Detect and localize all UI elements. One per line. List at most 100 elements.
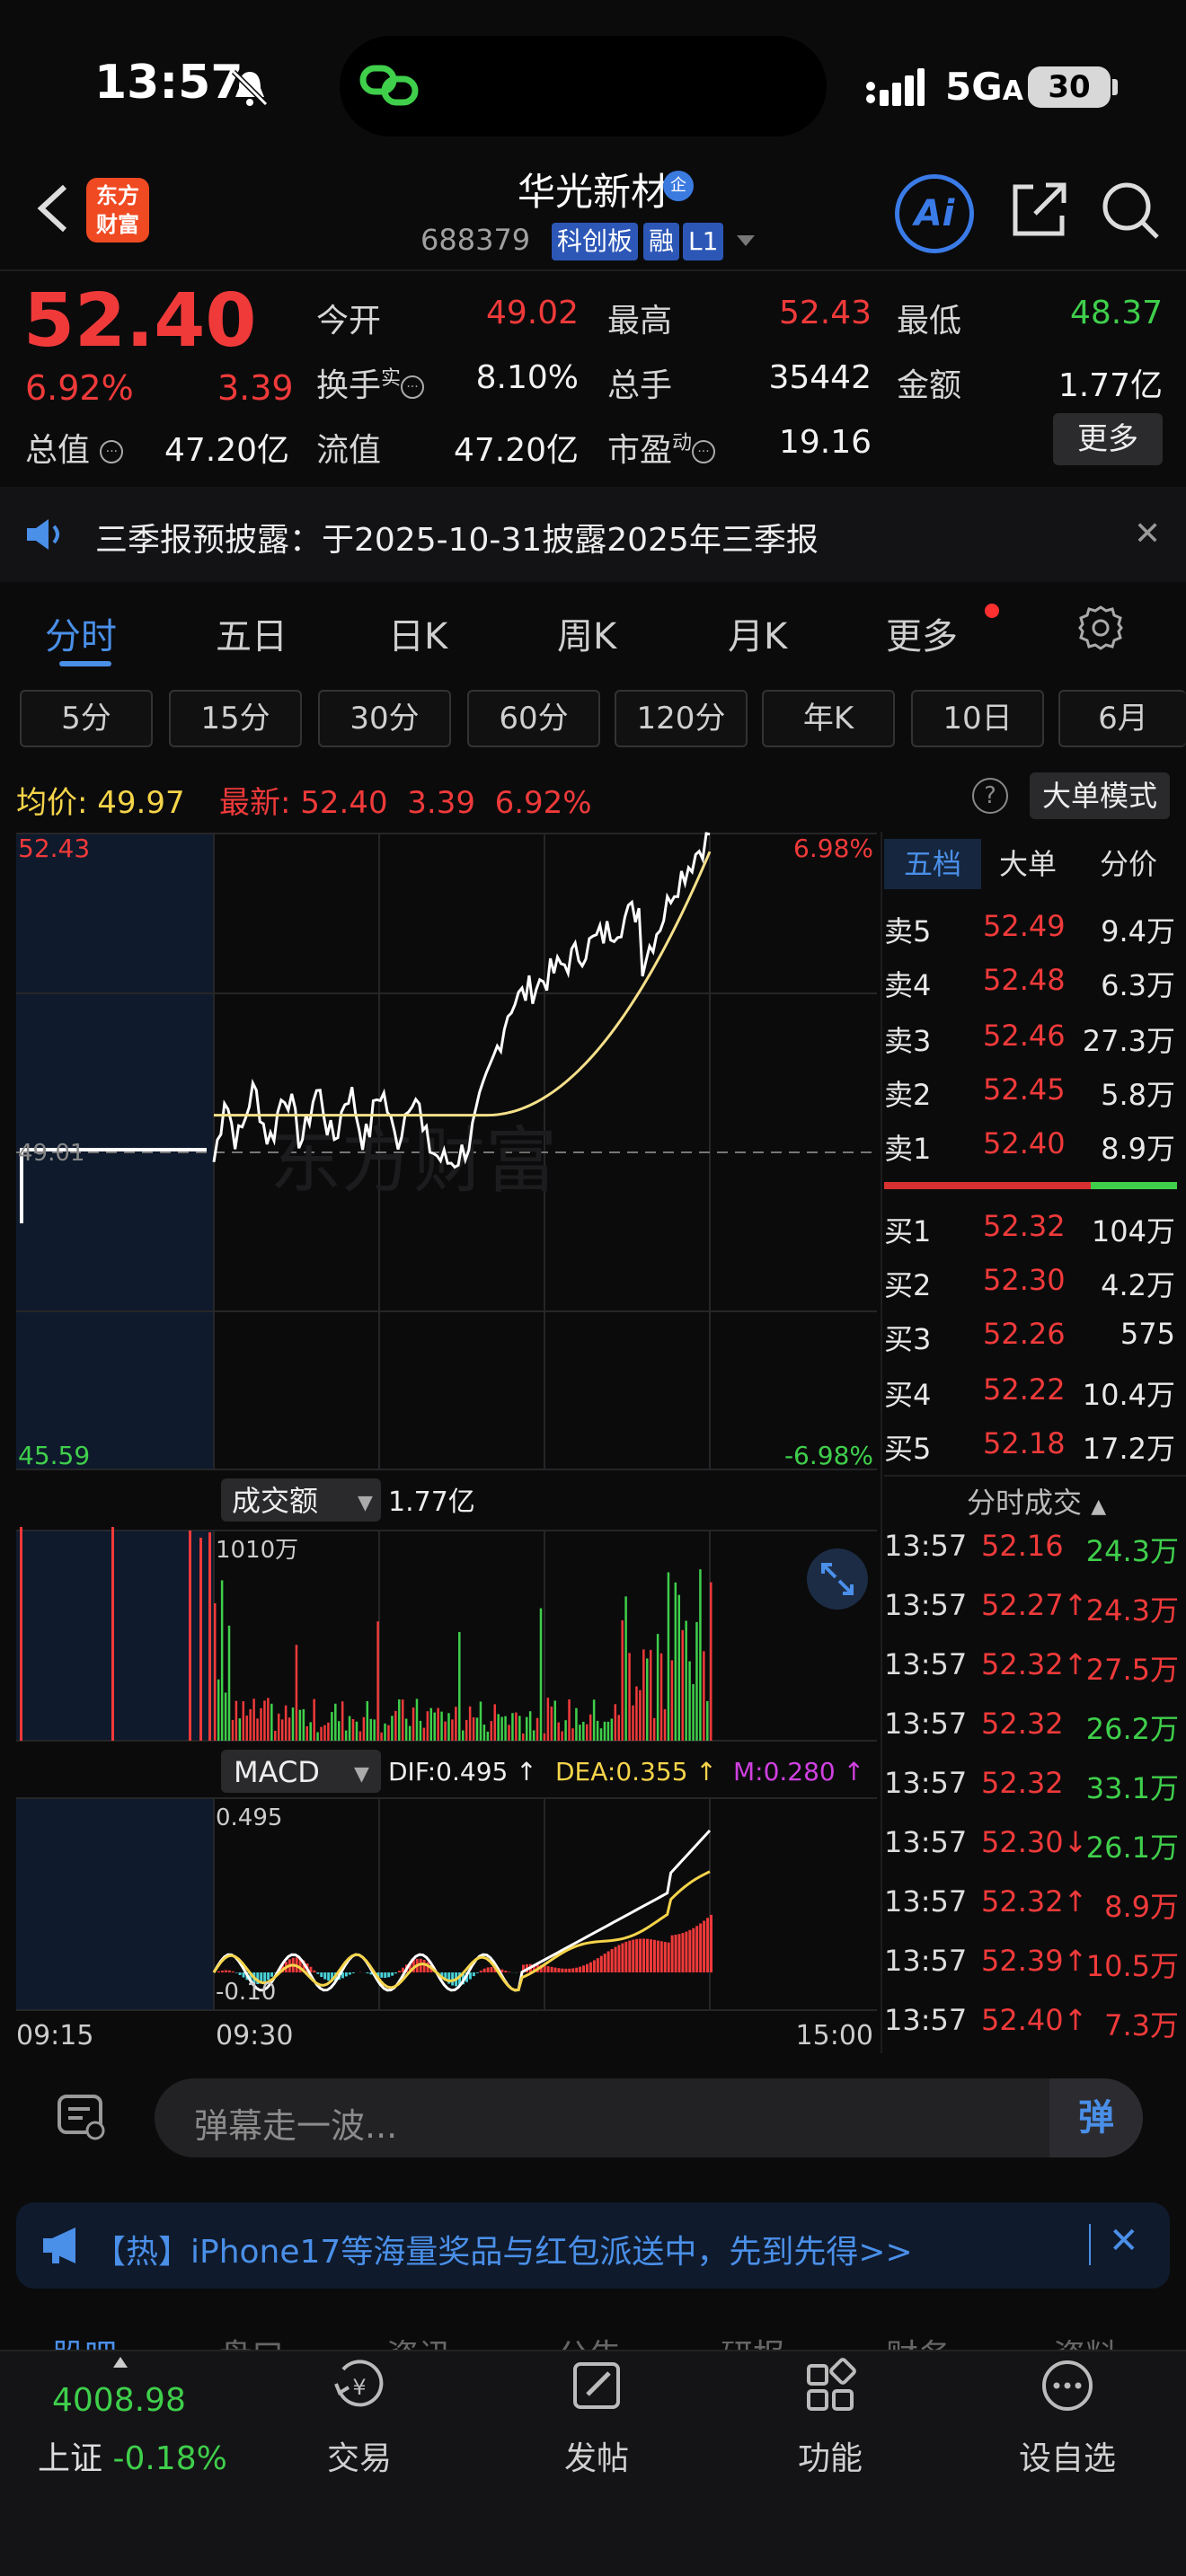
notice-bar[interactable]	[0, 487, 1186, 582]
volume-bar	[462, 1730, 465, 1741]
volume-bar	[695, 1621, 698, 1741]
tick-row: 13:57 52.40↑ 7.3万	[884, 2003, 1186, 2042]
tick-time: 13:57	[884, 1588, 968, 1622]
orderbook-tab-big[interactable]: 大单	[999, 847, 1058, 881]
code-dropdown-icon[interactable]	[737, 235, 755, 246]
functions-icon[interactable]	[801, 2357, 859, 2414]
volume-bar	[575, 1707, 578, 1741]
macd-bar	[667, 1942, 670, 1972]
volume-bar	[596, 1720, 599, 1741]
volume-bar	[426, 1711, 429, 1741]
nav-post[interactable]: 发帖	[563, 2440, 629, 2477]
comment-settings-icon[interactable]	[54, 2089, 110, 2145]
volume-bar	[334, 1703, 337, 1741]
macd-bar	[302, 1960, 305, 1972]
nav-functions[interactable]: 功能	[797, 2440, 863, 2477]
pre-market-line	[20, 1148, 207, 1223]
index-name-pct[interactable]: 上证 -0.18%	[38, 2440, 227, 2477]
macd-bar	[238, 1972, 242, 1975]
period-5m[interactable]: 5分	[20, 690, 153, 747]
add-watchlist-icon[interactable]	[1039, 2357, 1096, 2414]
ask-volume: 5.8万	[1101, 1078, 1175, 1112]
period-60m[interactable]: 60分	[467, 690, 600, 747]
intraday-chart[interactable]: 东方财富 52.43 45.59 6.98% -6.98% 49.01 成交额 …	[0, 832, 881, 2053]
trade-icon[interactable]: ¥	[331, 2357, 388, 2414]
volume-bar	[267, 1698, 270, 1741]
tag-level1: L1	[683, 223, 724, 260]
volume-bar	[685, 1620, 687, 1741]
more-quote-button[interactable]: 更多	[1053, 413, 1163, 465]
volume-bar	[475, 1717, 479, 1741]
macd-top: 0.495	[216, 1804, 282, 1831]
red-dot-badge	[985, 604, 999, 618]
macd-bar	[235, 1972, 238, 1973]
network-label: 5GA	[945, 65, 1023, 109]
index-value[interactable]: 4008.98	[52, 2382, 186, 2419]
search-icon[interactable]	[1098, 178, 1163, 243]
macd-bar	[408, 1962, 412, 1972]
nav-add-watchlist[interactable]: 设自选	[1018, 2440, 1116, 2477]
volume-bar	[401, 1699, 404, 1741]
period-6m[interactable]: 6月	[1058, 690, 1186, 747]
danmu-input[interactable]	[155, 2078, 1143, 2157]
tick-time: 13:57	[884, 1884, 968, 1919]
ask-label: 卖3	[884, 1024, 932, 1058]
post-icon[interactable]	[568, 2357, 625, 2414]
enterprise-badge: 企	[663, 171, 694, 201]
macd-bar	[635, 1938, 639, 1972]
macd-bar	[539, 1964, 543, 1972]
share-icon[interactable]	[1006, 178, 1071, 243]
macd-bar	[344, 1972, 348, 1977]
tick-time: 13:57	[884, 1766, 968, 1800]
gear-icon[interactable]	[1076, 604, 1125, 652]
volume-bar	[231, 1719, 235, 1741]
back-icon[interactable]	[32, 180, 75, 237]
volume-bar	[440, 1711, 443, 1741]
volume-bar	[589, 1714, 592, 1741]
volume-bar	[628, 1653, 631, 1741]
volume-bar	[639, 1689, 642, 1741]
macd-bar	[652, 1939, 656, 1972]
volume-bar	[568, 1699, 571, 1741]
period-15m[interactable]: 15分	[169, 690, 302, 747]
orderbook-tab-price[interactable]: 分价	[1100, 847, 1158, 881]
volume-bar	[674, 1582, 677, 1741]
period-120m[interactable]: 120分	[615, 690, 748, 747]
danmu-button[interactable]: 弹	[1049, 2078, 1143, 2157]
tab-daily-k[interactable]: 日K	[388, 616, 448, 657]
close-icon[interactable]: ✕	[1134, 516, 1162, 552]
tick-row: 13:57 52.32↑ 27.5万	[884, 1647, 1186, 1687]
bid-label: 买2	[884, 1268, 932, 1302]
period-yearly-k[interactable]: 年K	[762, 690, 895, 747]
volume-bar	[706, 1700, 709, 1741]
volume-series	[20, 1527, 712, 1741]
orderbook-tab-level5[interactable]: 五档	[884, 839, 981, 889]
volume-bar	[305, 1725, 309, 1741]
tab-monthly-k[interactable]: 月K	[728, 616, 788, 657]
vol-total: 1.77亿	[388, 1486, 475, 1518]
stock-code: 688379	[420, 223, 531, 257]
help-icon[interactable]: ?	[972, 778, 1008, 814]
tick-time: 13:57	[884, 1707, 968, 1741]
tab-five-day[interactable]: 五日	[216, 616, 288, 657]
ask-price: 52.40	[983, 1126, 1066, 1160]
tab-weekly-k[interactable]: 周K	[557, 616, 617, 657]
period-10d[interactable]: 10日	[911, 690, 1044, 747]
macd-bar	[586, 1963, 589, 1972]
ticks-title[interactable]: 分时成交 ▲	[967, 1486, 1107, 1520]
volume-bar	[327, 1722, 330, 1741]
tab-more[interactable]: 更多	[886, 616, 958, 657]
last-price: 52.40	[23, 278, 257, 364]
promo-banner[interactable]	[16, 2202, 1170, 2289]
period-30m[interactable]: 30分	[318, 690, 451, 747]
ai-button[interactable]: Ai	[895, 174, 974, 253]
tick-volume: 26.1万	[1085, 1831, 1179, 1865]
avg-line	[214, 851, 712, 1117]
close-icon[interactable]: ✕	[1109, 2220, 1139, 2262]
volume-bar	[603, 1721, 606, 1741]
volume-bar	[238, 1718, 242, 1741]
bid-price: 52.26	[983, 1317, 1066, 1351]
tab-intraday[interactable]: 分时	[45, 616, 117, 657]
nav-trade[interactable]: 交易	[326, 2440, 392, 2477]
big-order-mode-button[interactable]: 大单模式	[1030, 772, 1170, 819]
